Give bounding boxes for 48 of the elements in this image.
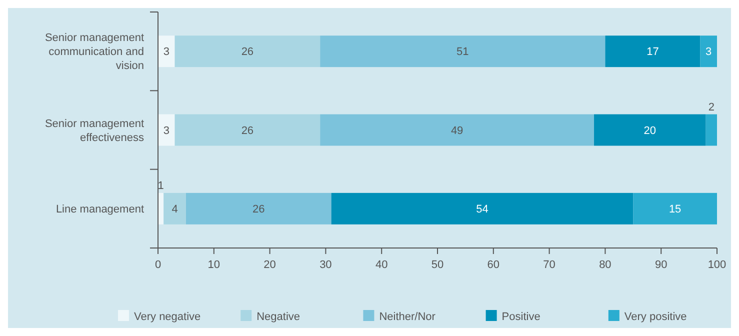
y-tick-label: Senior management communication and vision bbox=[44, 32, 144, 72]
bar bbox=[331, 192, 634, 224]
data-label: 15 bbox=[668, 204, 682, 216]
bar bbox=[158, 114, 175, 146]
data-label: 2 bbox=[708, 101, 714, 114]
bar bbox=[186, 192, 332, 224]
data-label: 4 bbox=[172, 204, 178, 216]
x-tick-label: 0 bbox=[154, 259, 162, 271]
bar bbox=[605, 36, 700, 68]
y-tick-label: Line management bbox=[56, 204, 144, 216]
data-label: 20 bbox=[644, 124, 656, 137]
legend-label: Negative bbox=[256, 311, 300, 323]
x-tick-label: 50 bbox=[431, 259, 444, 271]
legend-label: Neither/Nor bbox=[379, 311, 436, 323]
x-tick-label: 100 bbox=[708, 259, 726, 271]
x-tick-label: 80 bbox=[599, 259, 612, 271]
y-tick-label: Senior management effectiveness bbox=[44, 118, 144, 144]
data-label: 54 bbox=[476, 204, 488, 216]
data-label: 17 bbox=[646, 46, 659, 58]
data-label: 1 bbox=[158, 180, 164, 192]
x-tick-label: 20 bbox=[264, 259, 276, 271]
data-label: 3 bbox=[163, 46, 170, 58]
x-tick-label: 40 bbox=[375, 259, 388, 271]
bar bbox=[700, 36, 717, 68]
bar bbox=[174, 114, 320, 146]
x-tick-label: 10 bbox=[208, 259, 220, 271]
legend-label: Very negative bbox=[134, 311, 201, 323]
bar bbox=[320, 36, 606, 68]
data-label: 3 bbox=[163, 124, 170, 137]
data-label: 26 bbox=[241, 124, 254, 137]
bar bbox=[594, 114, 706, 146]
x-tick-label: 60 bbox=[487, 259, 500, 271]
bar bbox=[174, 36, 320, 68]
data-label: 3 bbox=[706, 46, 712, 58]
x-tick-label: 70 bbox=[543, 259, 556, 271]
bar bbox=[633, 192, 717, 224]
bar bbox=[164, 192, 186, 224]
data-label: 51 bbox=[456, 46, 469, 58]
bar bbox=[706, 114, 717, 146]
data-label: 26 bbox=[252, 204, 265, 216]
bar bbox=[158, 36, 175, 68]
x-tick-label: 90 bbox=[654, 259, 668, 271]
x-tick-label: 30 bbox=[320, 259, 332, 271]
data-label: 26 bbox=[241, 46, 254, 58]
bar bbox=[320, 114, 594, 146]
data-label: 49 bbox=[450, 124, 464, 137]
legend-label: Positive bbox=[502, 311, 540, 323]
legend-label: Very positive bbox=[624, 311, 687, 323]
